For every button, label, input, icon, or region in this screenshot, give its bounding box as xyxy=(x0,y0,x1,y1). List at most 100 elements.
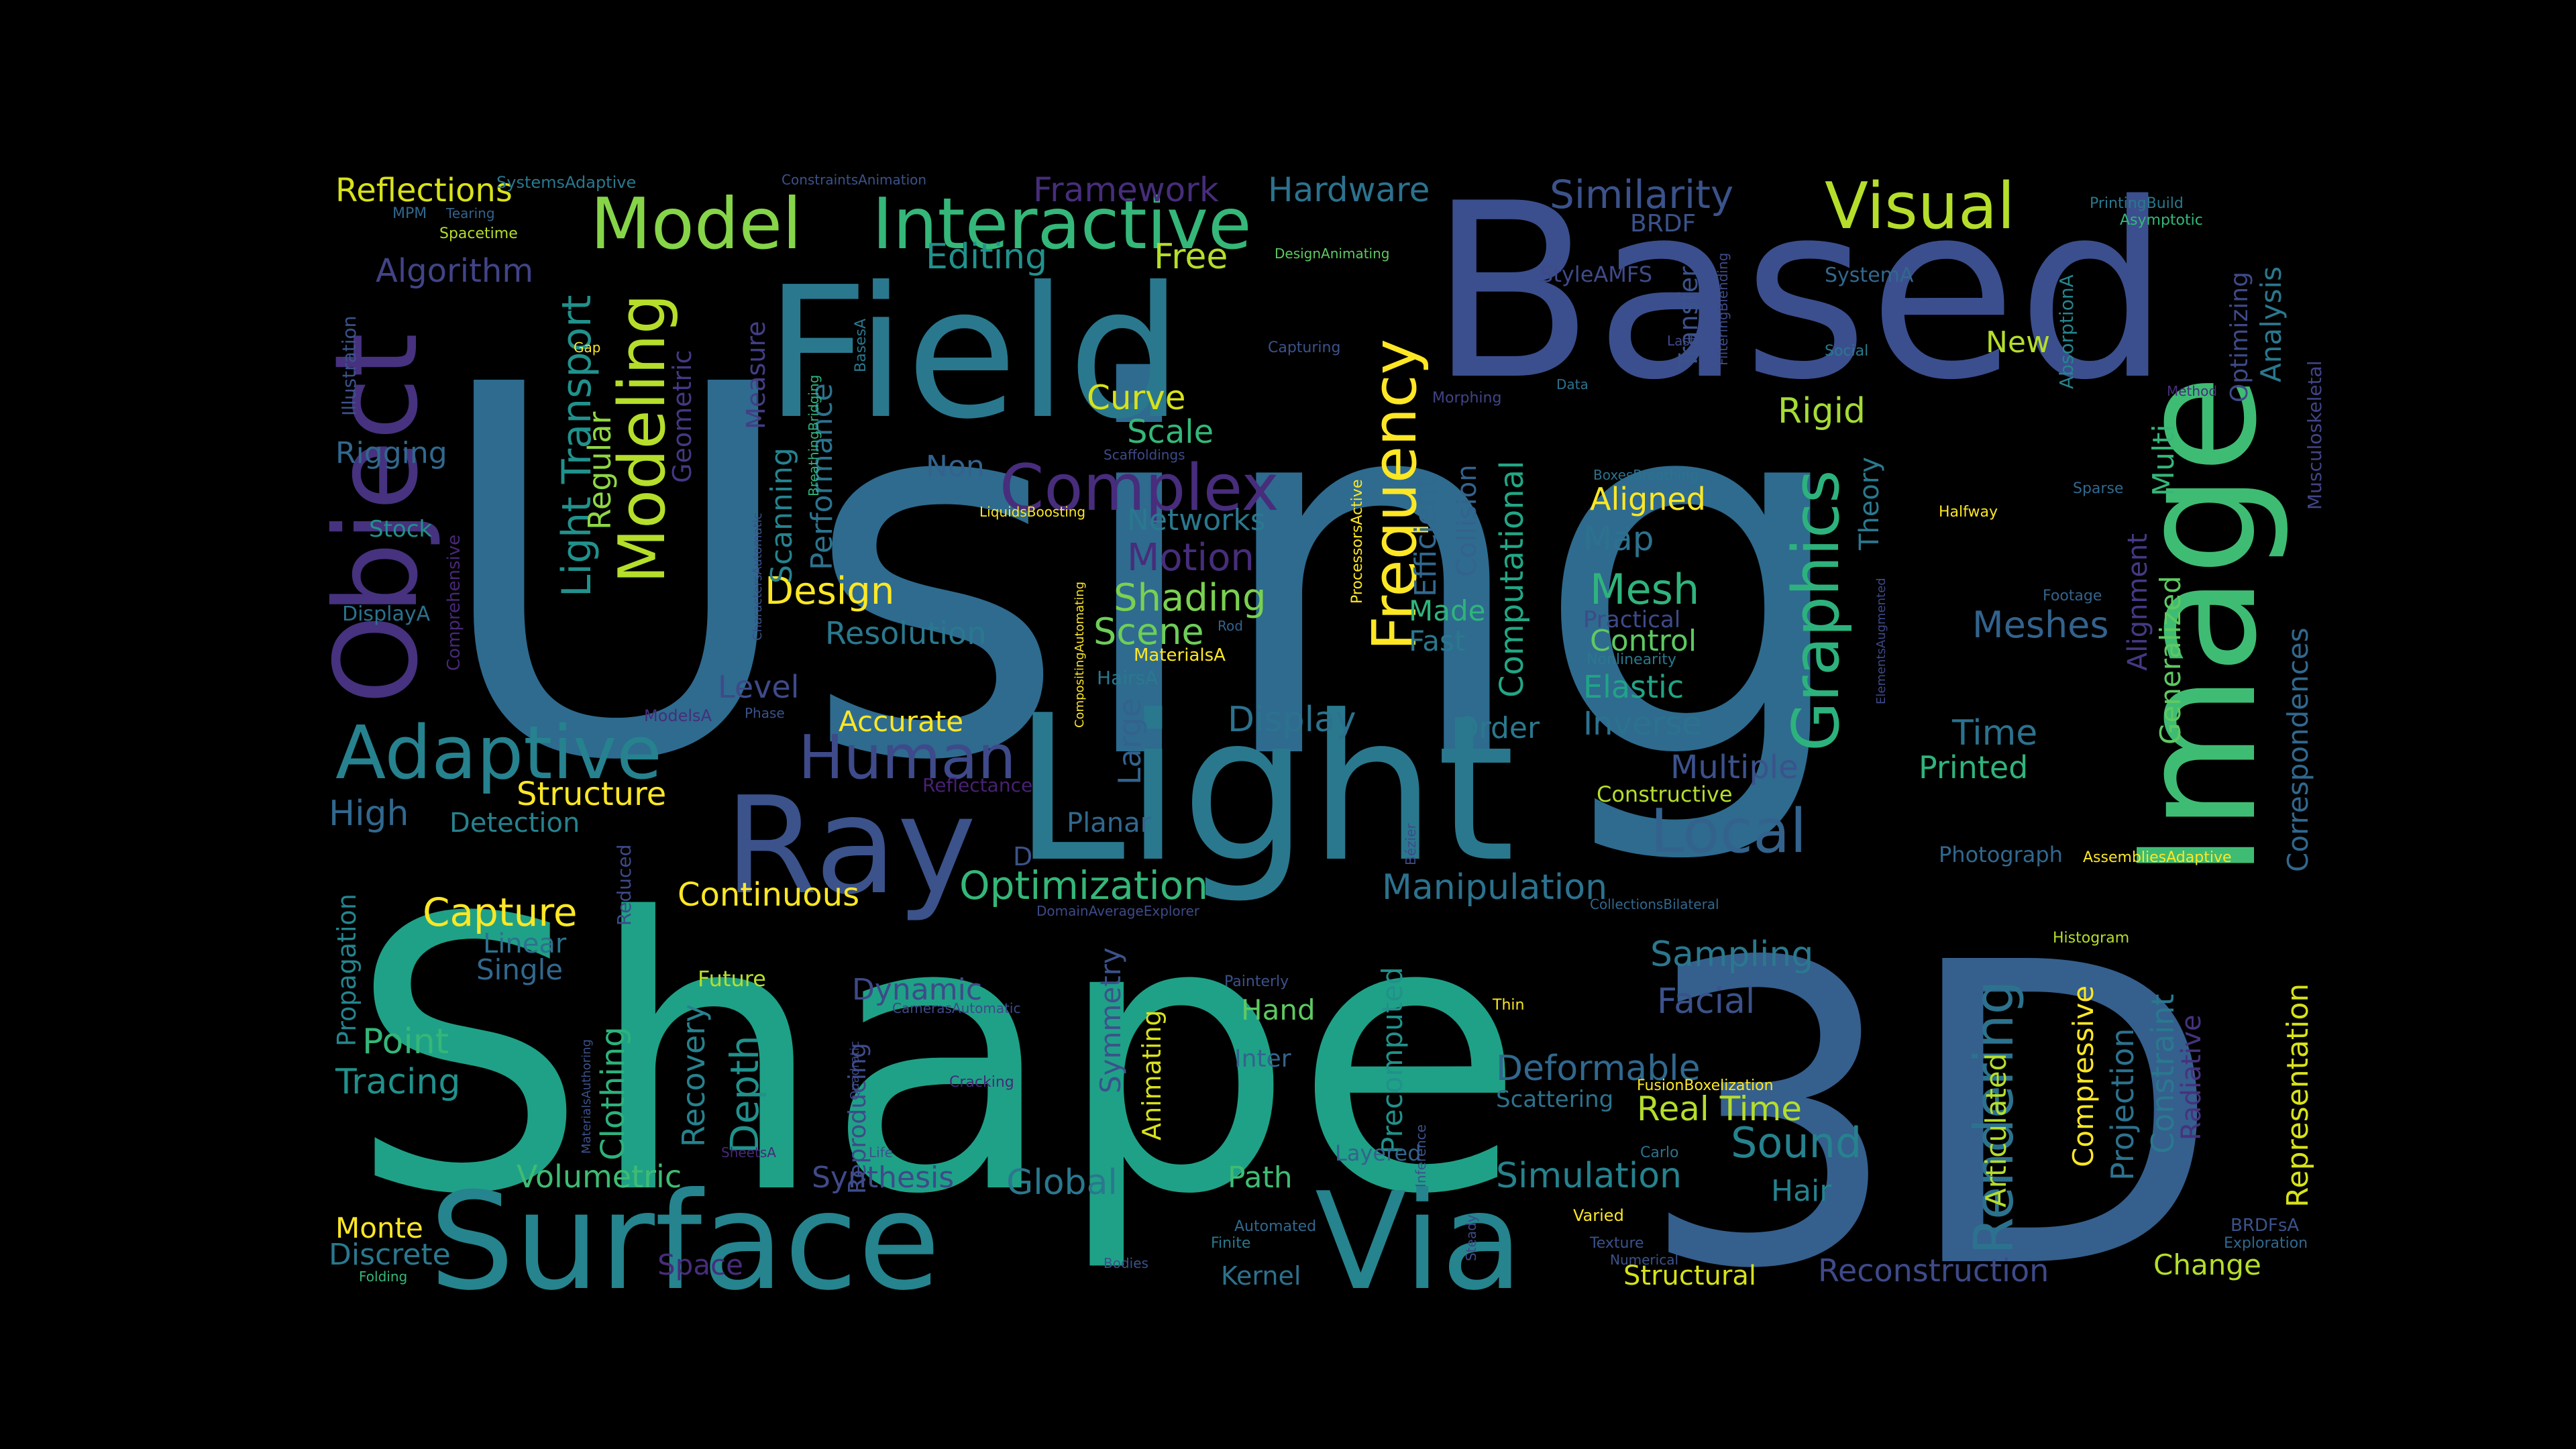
word-spacetime: Spacetime xyxy=(439,225,518,242)
word-musculoskeletal: Musculoskeletal xyxy=(2304,361,2326,511)
word-stock: Stock xyxy=(369,516,432,543)
word-painterly: Painterly xyxy=(1224,973,1289,990)
word-facial: Facial xyxy=(1657,981,1755,1022)
word-computational: Computational xyxy=(1493,461,1531,698)
word-multiple: Multiple xyxy=(1670,749,1799,786)
word-charactersautomatic: CharactersAutomatic xyxy=(751,513,765,641)
word-animating: Animating xyxy=(1137,1010,1167,1140)
word-brdfsa: BRDFsA xyxy=(2231,1216,2299,1236)
word-hair: Hair xyxy=(1771,1174,1832,1208)
word-scaffoldings: Scaffoldings xyxy=(1104,447,1185,463)
word-comprehensive: Comprehensive xyxy=(444,535,464,671)
word-styleamfs: StyleAMFS xyxy=(1540,262,1652,287)
word-phase: Phase xyxy=(745,705,785,721)
word-monte: Monte xyxy=(335,1212,423,1244)
word-capturing: Capturing xyxy=(1268,339,1340,356)
word-editing: Editing xyxy=(926,237,1047,277)
word-camerasautomatic: CamerasAutomatic xyxy=(892,1000,1020,1016)
word-bodies: Bodies xyxy=(1104,1255,1148,1271)
word-boxesbreathing: BoxesBreathing xyxy=(1593,467,1699,483)
word-deformable: Deformable xyxy=(1496,1049,1701,1089)
word-projection: Projection xyxy=(2104,1028,2141,1181)
word-carlo: Carlo xyxy=(1640,1144,1678,1161)
word-data: Data xyxy=(1556,376,1589,392)
word-elastic: Elastic xyxy=(1583,669,1684,705)
word-field: Field xyxy=(765,248,1183,459)
word-large: Large xyxy=(1112,698,1148,785)
word-surface: Surface xyxy=(429,1164,941,1320)
word-fusionboxelization: FusionBoxelization xyxy=(1637,1077,1774,1094)
word-algorithm: Algorithm xyxy=(376,252,533,290)
word-hairsa: HairsA xyxy=(1097,667,1158,689)
word-adaptive: Adaptive xyxy=(335,710,662,796)
word-capture: Capture xyxy=(423,890,578,935)
word-finite: Finite xyxy=(1211,1235,1250,1252)
word-shading: Shading xyxy=(1114,576,1267,620)
word-constructive: Constructive xyxy=(1597,782,1733,807)
word-modeling: Modeling xyxy=(606,294,680,584)
word-multi: Multi xyxy=(2147,424,2181,496)
word-ray: Ray xyxy=(724,768,977,924)
word-theory: Theory xyxy=(1854,457,1885,551)
word-future: Future xyxy=(698,966,766,991)
word-meshes: Meshes xyxy=(1972,604,2109,646)
word-continuous: Continuous xyxy=(678,876,859,914)
word-cracking: Cracking xyxy=(949,1074,1014,1091)
word-compositingautomating: CompositingAutomating xyxy=(1073,582,1087,728)
word-exploration: Exploration xyxy=(2224,1235,2308,1252)
word-generalized: Generalized xyxy=(2154,576,2187,745)
word-structure: Structure xyxy=(517,775,666,813)
word-optimization: Optimization xyxy=(959,863,1208,908)
word-brdf: BRDF xyxy=(1630,210,1696,237)
word-printed: Printed xyxy=(1919,749,2028,786)
word-illustration: Illustration xyxy=(338,316,360,416)
word-recovery: Recovery xyxy=(676,1004,712,1147)
word-asymptotic: Asymptotic xyxy=(2120,212,2203,229)
word-geometric: Geometric xyxy=(667,350,697,483)
word-frequency: Frequency xyxy=(1360,339,1430,651)
word-systema: SystemA xyxy=(1825,264,1914,287)
word-map: Map xyxy=(1583,519,1654,558)
word-motion: Motion xyxy=(1127,536,1254,580)
word-made: Made xyxy=(1409,594,1485,627)
word-reflections: Reflections xyxy=(335,172,513,209)
word-aligned: Aligned xyxy=(1590,481,1706,517)
word-texture: Texture xyxy=(1589,1235,1644,1252)
word-elementsaugmented: ElementsAugmented xyxy=(1874,578,1888,704)
word-inter: Inter xyxy=(1234,1045,1291,1073)
word-displaya: DisplayA xyxy=(342,602,431,626)
word-framework: Framework xyxy=(1033,170,1219,209)
word-using: Using xyxy=(429,279,1856,872)
word-quadratic: Quadratic xyxy=(848,1041,862,1100)
word-3d: 3D xyxy=(1637,876,2222,1360)
word-articulated: Articulated xyxy=(1980,1053,2012,1208)
word-non: Non xyxy=(926,449,985,484)
word-depth: Depth xyxy=(722,1035,767,1154)
word-new: New xyxy=(1986,325,2050,360)
word-scene: Scene xyxy=(1093,610,1204,653)
word-tearing: Tearing xyxy=(445,205,495,221)
word-networks: Networks xyxy=(1127,503,1266,537)
word-designanimating: DesignAnimating xyxy=(1275,246,1389,262)
word-halfway: Halfway xyxy=(1939,504,1998,521)
word-processorsactive: ProcessorsActive xyxy=(1349,480,1366,604)
word-light: Light xyxy=(1013,672,1515,906)
word-filteringblending: FilteringBlending xyxy=(1715,253,1731,366)
word-absorptiona: AbsorptionA xyxy=(2055,274,2078,389)
word-measure: Measure xyxy=(741,321,771,430)
word-histogram: Histogram xyxy=(2053,930,2129,947)
word-basesa: BasesA xyxy=(853,319,869,372)
word-shape: Shape xyxy=(349,839,1525,1277)
word-life: Life xyxy=(869,1144,893,1161)
word-method: Method xyxy=(2167,383,2217,399)
word-domainaverageexplorer: DomainAverageExplorer xyxy=(1036,903,1200,919)
word-manipulation: Manipulation xyxy=(1382,867,1607,908)
word-regular: Regular xyxy=(582,411,618,530)
word-mpm: MPM xyxy=(392,205,427,222)
word-radiative: Radiative xyxy=(2176,1014,2207,1140)
word-hand: Hand xyxy=(1241,994,1316,1026)
word-varied: Varied xyxy=(1573,1206,1624,1225)
word-sheetsa: SheetsA xyxy=(721,1144,776,1161)
